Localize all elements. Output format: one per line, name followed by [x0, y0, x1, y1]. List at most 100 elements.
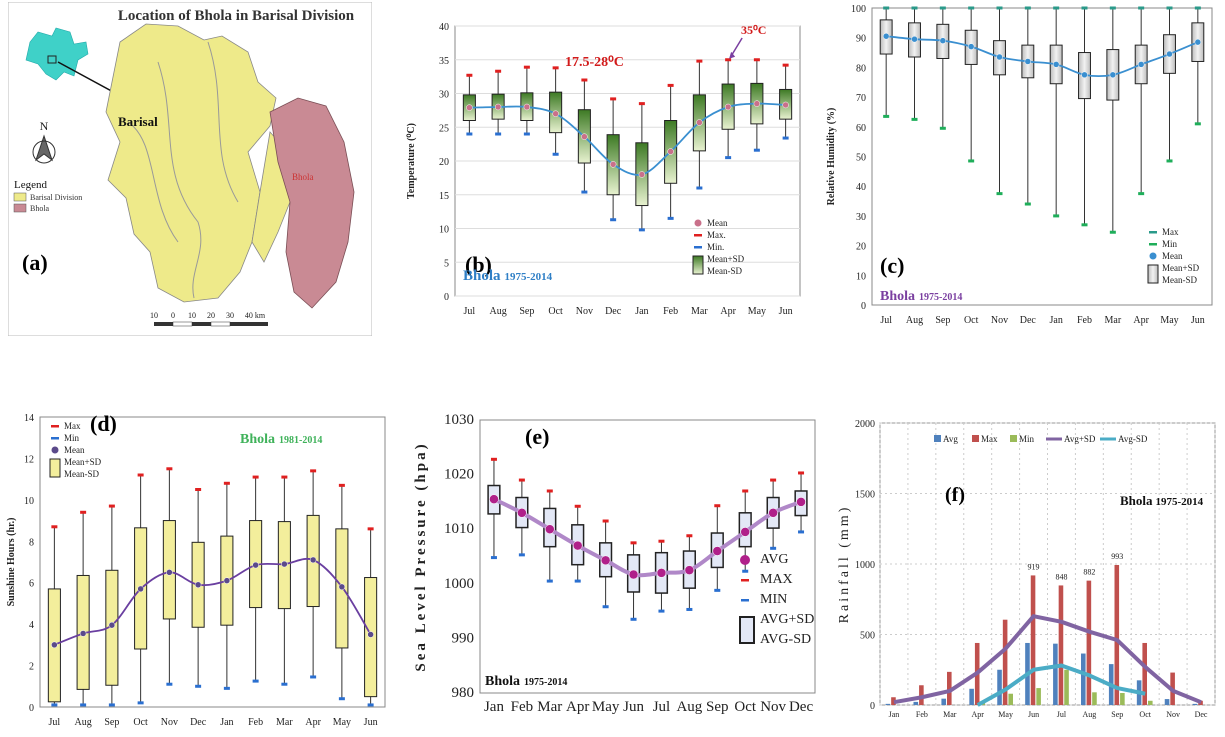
- x-tick-label: Apr: [1133, 315, 1149, 326]
- mean-point: [628, 569, 639, 580]
- legend-label: Mean-SD: [1162, 275, 1197, 285]
- panel-a-map: Location of Bhola in Barisal Division N …: [7, 1, 373, 337]
- min-marker: [546, 579, 553, 583]
- max-marker: [1109, 6, 1116, 10]
- max-marker: [602, 519, 609, 523]
- panel-c-humidity: 0 10 20 30 40 50 60 70 80 90 100 Jul Aug Sep Oct Nov Dec…: [820, 0, 1220, 336]
- y-tick-label: 1010: [444, 521, 474, 537]
- legend-label: Mean-SD: [64, 469, 99, 479]
- panel-letter: (f): [945, 484, 965, 506]
- mean-point: [523, 103, 531, 111]
- y-axis-label: Sea Level Pressure (hpa): [413, 441, 429, 671]
- y-tick-label: 30: [439, 90, 449, 101]
- scale-label: 20: [207, 311, 215, 320]
- y-tick-label: 12: [24, 454, 34, 465]
- max-marker: [223, 481, 230, 485]
- mean-point: [108, 621, 116, 629]
- y-tick-label: 4: [29, 620, 34, 631]
- mean-point: [252, 561, 259, 569]
- max-marker: [108, 504, 115, 508]
- bar-avg: [1192, 703, 1198, 705]
- period-label: 1981-2014: [279, 435, 322, 446]
- y-tick-label: 1030: [444, 412, 474, 428]
- x-tick-label: Aug: [676, 699, 702, 715]
- y-tick-label: 1000: [855, 560, 875, 571]
- bar-max: [1142, 642, 1147, 705]
- annotation-range: 17.5-28⁰C: [565, 55, 624, 70]
- max-marker: [630, 541, 637, 545]
- legend-swatch: [934, 435, 941, 442]
- legend: Max Min Mean Mean+SD Mean-SD: [49, 421, 102, 479]
- y-tick-label: 990: [452, 630, 475, 646]
- panel-letter: (d): [90, 411, 117, 436]
- mean-point: [1024, 58, 1032, 65]
- humidity-chart: 0 10 20 30 40 50 60 70 80 90 100 Jul Aug Sep Oct Nov Dec…: [826, 4, 1213, 326]
- y-tick-label: 6: [29, 579, 34, 590]
- max-marker: [782, 63, 789, 67]
- mean-point: [309, 556, 317, 564]
- max-marker: [610, 97, 617, 101]
- bar-max: [1058, 585, 1064, 705]
- max-marker: [195, 488, 202, 491]
- mean-point: [545, 524, 555, 534]
- x-tick-label: Jul: [464, 306, 476, 317]
- y-axis-label: Rainfall (mm): [837, 505, 852, 624]
- x-tick-label: Jan: [1049, 315, 1062, 326]
- max-marker: [51, 525, 58, 529]
- legend-swatch: [972, 435, 979, 442]
- max-marker: [638, 102, 645, 106]
- x-tick-label: May: [592, 699, 620, 715]
- map-title: Location of Bhola in Barisal Division: [118, 8, 355, 24]
- x-tick-label: Aug: [906, 315, 923, 326]
- y-tick-label: 0: [870, 701, 875, 712]
- x-tick-label: Jul: [880, 315, 892, 326]
- legend-label: Mean: [1162, 251, 1183, 261]
- data-label: 848: [1055, 572, 1067, 581]
- max-marker: [495, 69, 502, 73]
- scale-bar: 10 0 10 20 30 40 km: [150, 311, 268, 327]
- x-tick-label: Oct: [133, 717, 148, 728]
- period-label: 1975-2014: [524, 677, 567, 688]
- max-marker: [696, 59, 703, 63]
- min-marker: [696, 186, 703, 190]
- min-marker: [581, 190, 588, 194]
- legend-mean-symbol: [740, 555, 750, 565]
- max-marker: [939, 6, 946, 10]
- mean-point: [1194, 38, 1202, 46]
- line-avgsd: [893, 614, 1202, 705]
- bar-max: [891, 697, 896, 705]
- legend-max-symbol: [51, 425, 59, 428]
- x-tick-label: Jan: [484, 699, 504, 715]
- min-marker: [996, 192, 1003, 196]
- legend-swatch: [1010, 435, 1017, 442]
- legend-label: AVG: [760, 552, 789, 567]
- legend-label: Max: [1162, 227, 1179, 237]
- legend-label: Max: [64, 421, 81, 431]
- mean-point: [712, 546, 723, 556]
- x-tick-label: Aug: [490, 306, 507, 317]
- legend: AVG MAX MIN AVG+SD AVG-SD: [739, 552, 814, 647]
- legend-min-symbol: [694, 246, 702, 249]
- max-marker: [658, 539, 665, 543]
- x-tick-label: Jun: [364, 717, 378, 728]
- y-tick-label: 80: [856, 63, 866, 74]
- mean-point: [782, 101, 789, 109]
- map-figure: Location of Bhola in Barisal Division N …: [7, 1, 373, 337]
- label-bhola: Bhola: [292, 172, 314, 182]
- pressure-chart: 980 990 1000 1010 1020 1030 Jan Feb Mar Apr May Jun…: [413, 412, 816, 715]
- legend-min-symbol: [741, 599, 749, 602]
- y-tick-label: 2000: [855, 419, 875, 430]
- y-tick-label: 0: [29, 703, 34, 714]
- scale-label: 30: [226, 311, 234, 320]
- max-marker: [1138, 6, 1145, 10]
- y-tick-label: 500: [860, 631, 875, 642]
- min-marker: [883, 114, 890, 118]
- x-tick-label: Jul: [653, 699, 671, 715]
- min-marker: [1138, 192, 1145, 196]
- y-tick-label: 8: [29, 537, 34, 548]
- max-marker: [252, 475, 259, 479]
- min-marker: [1053, 214, 1060, 218]
- legend-label: Max.: [707, 230, 726, 240]
- station-name: Bhola 1981-2014: [240, 432, 322, 447]
- y-tick-label: 20: [856, 242, 866, 253]
